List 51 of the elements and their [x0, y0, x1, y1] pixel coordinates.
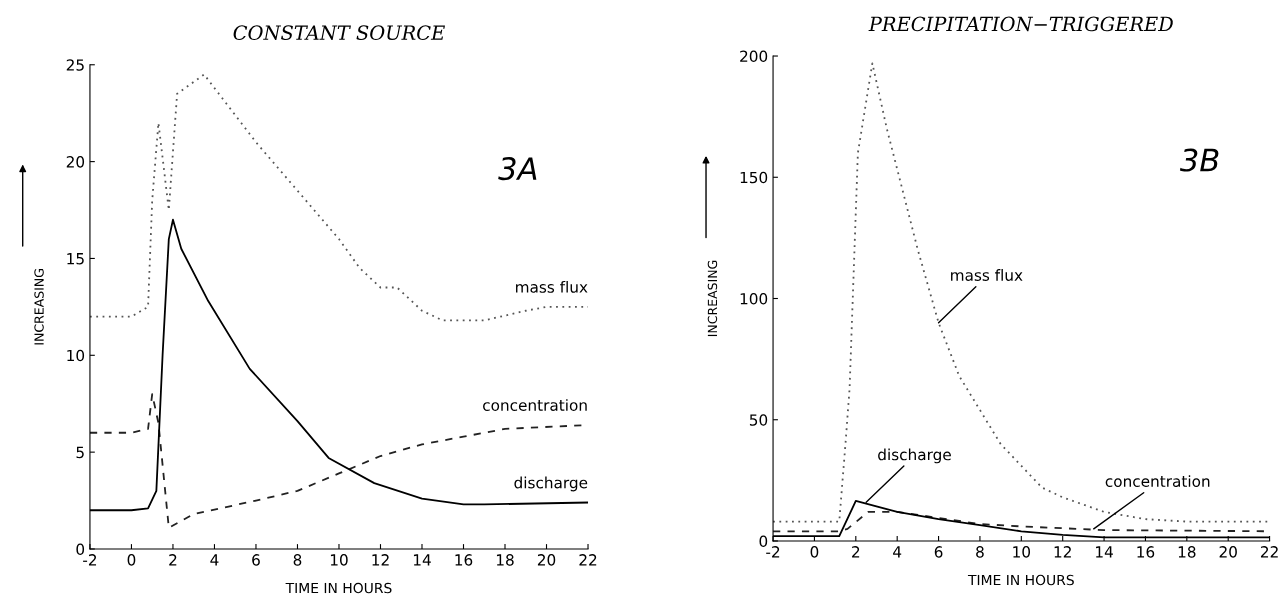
- annotation: mass flux: [516, 280, 588, 293]
- x-tick-label: 14: [1096, 546, 1113, 558]
- x-tick-label: 2: [169, 554, 177, 566]
- x-tick-label: 16: [1137, 546, 1155, 558]
- x-tick-label: -2: [766, 546, 780, 558]
- y-tick-label: 25: [66, 59, 84, 71]
- x-tick-label: 10: [330, 554, 348, 566]
- annotation: 3A: [498, 157, 537, 181]
- x-tick-label: 10: [1013, 546, 1031, 558]
- x-tick-label: 4: [210, 554, 219, 566]
- x-tick-label: 20: [537, 554, 556, 566]
- x-tick-label: 0: [127, 554, 136, 566]
- x-tick-label: 22: [1260, 546, 1278, 558]
- x-tick-label: 12: [372, 554, 389, 566]
- y-axis-title: INCREASING: [34, 269, 44, 345]
- x-tick-label: 2: [852, 546, 860, 558]
- line-series: [773, 62, 1270, 523]
- x-tick-label: 6: [252, 554, 260, 566]
- x-axis-title: TIME IN HOURS: [967, 574, 1074, 586]
- y-tick-label: 150: [740, 171, 768, 184]
- annotation: discharge: [514, 476, 588, 492]
- x-tick-label: 22: [579, 554, 597, 566]
- x-axis-title: TIME IN HOURS: [285, 582, 392, 594]
- annotation: concentration: [1105, 475, 1210, 488]
- chart-title: PRECIPITATION−TRIGGERED: [868, 16, 1173, 32]
- x-tick-label: -2: [83, 554, 97, 566]
- x-tick-label: 18: [496, 554, 514, 566]
- chart-title: CONSTANT SOURCE: [233, 25, 445, 41]
- y-tick-label: 50: [749, 414, 768, 426]
- x-tick-label: 14: [413, 554, 431, 566]
- annotation: 3B: [1179, 148, 1219, 172]
- y-tick-label: 100: [740, 292, 768, 305]
- annotation: concentration: [483, 399, 587, 411]
- y-tick-label: 10: [67, 349, 85, 362]
- annotation: mass flux: [951, 269, 1023, 281]
- x-tick-label: 18: [1178, 546, 1196, 558]
- y-axis-title: INCREASING: [707, 260, 718, 337]
- x-tick-label: 16: [455, 554, 473, 566]
- y-tick-label: 5: [76, 446, 84, 459]
- x-tick-label: 8: [976, 546, 984, 558]
- annotation: discharge: [878, 448, 951, 464]
- y-tick-label: 200: [740, 50, 768, 63]
- y-tick-label: 20: [66, 156, 85, 168]
- x-tick-label: 6: [934, 546, 943, 558]
- y-tick-label: 15: [67, 253, 84, 265]
- x-tick-label: 4: [893, 546, 902, 558]
- x-tick-label: 12: [1054, 546, 1071, 558]
- x-tick-label: 0: [810, 546, 819, 558]
- x-tick-label: 20: [1219, 546, 1237, 558]
- y-tick-label: 0: [759, 535, 768, 547]
- x-tick-label: 8: [293, 554, 302, 566]
